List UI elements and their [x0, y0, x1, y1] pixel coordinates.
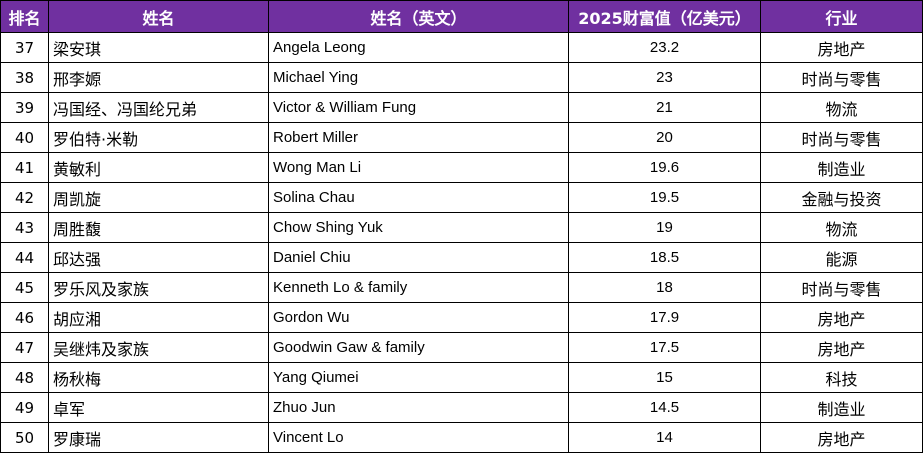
header-name-cn[interactable]: 姓名 [48, 0, 269, 33]
cell-rank[interactable]: 44 [0, 242, 49, 273]
cell-industry[interactable]: 房地产 [760, 422, 923, 453]
cell-name-en[interactable]: Yang Qiumei [268, 362, 569, 393]
cell-name-en[interactable]: Zhuo Jun [268, 392, 569, 423]
cell-industry[interactable]: 房地产 [760, 32, 923, 63]
table-row: 40 罗伯特·米勒 Robert Miller 20 时尚与零售 [0, 122, 923, 153]
cell-rank[interactable]: 42 [0, 182, 49, 213]
cell-industry[interactable]: 房地产 [760, 332, 923, 363]
cell-name-cn[interactable]: 罗康瑞 [48, 422, 269, 453]
table-row: 42 周凯旋 Solina Chau 19.5 金融与投资 [0, 182, 923, 213]
cell-industry[interactable]: 时尚与零售 [760, 272, 923, 303]
cell-name-en[interactable]: Chow Shing Yuk [268, 212, 569, 243]
cell-rank[interactable]: 38 [0, 62, 49, 93]
header-wealth[interactable]: 2025财富值（亿美元） [568, 0, 761, 33]
cell-wealth[interactable]: 15 [568, 362, 761, 393]
cell-wealth[interactable]: 18.5 [568, 242, 761, 273]
cell-name-cn[interactable]: 胡应湘 [48, 302, 269, 333]
table-row: 38 邢李嫄 Michael Ying 23 时尚与零售 [0, 62, 923, 93]
cell-name-en[interactable]: Kenneth Lo & family [268, 272, 569, 303]
cell-wealth[interactable]: 19.6 [568, 152, 761, 183]
table-row: 47 吴继炜及家族 Goodwin Gaw & family 17.5 房地产 [0, 332, 923, 363]
cell-industry[interactable]: 制造业 [760, 392, 923, 423]
cell-industry[interactable]: 物流 [760, 212, 923, 243]
cell-wealth[interactable]: 19 [568, 212, 761, 243]
cell-name-cn[interactable]: 邢李嫄 [48, 62, 269, 93]
table-row: 49 卓军 Zhuo Jun 14.5 制造业 [0, 392, 923, 423]
table-row: 50 罗康瑞 Vincent Lo 14 房地产 [0, 422, 923, 453]
cell-wealth[interactable]: 21 [568, 92, 761, 123]
cell-name-en[interactable]: Wong Man Li [268, 152, 569, 183]
cell-name-cn[interactable]: 冯国经、冯国纶兄弟 [48, 92, 269, 123]
table-row: 46 胡应湘 Gordon Wu 17.9 房地产 [0, 302, 923, 333]
cell-wealth[interactable]: 23 [568, 62, 761, 93]
cell-name-en[interactable]: Angela Leong [268, 32, 569, 63]
cell-wealth[interactable]: 14.5 [568, 392, 761, 423]
cell-wealth[interactable]: 18 [568, 272, 761, 303]
table-row: 41 黄敏利 Wong Man Li 19.6 制造业 [0, 152, 923, 183]
cell-rank[interactable]: 46 [0, 302, 49, 333]
cell-name-en[interactable]: Solina Chau [268, 182, 569, 213]
cell-name-cn[interactable]: 卓军 [48, 392, 269, 423]
header-name-en[interactable]: 姓名（英文） [268, 0, 569, 33]
cell-rank[interactable]: 39 [0, 92, 49, 123]
cell-industry[interactable]: 金融与投资 [760, 182, 923, 213]
cell-industry[interactable]: 能源 [760, 242, 923, 273]
cell-name-en[interactable]: Michael Ying [268, 62, 569, 93]
header-row: 排名 姓名 姓名（英文） 2025财富值（亿美元） 行业 [0, 0, 923, 33]
cell-name-cn[interactable]: 吴继炜及家族 [48, 332, 269, 363]
cell-name-cn[interactable]: 罗乐风及家族 [48, 272, 269, 303]
header-rank[interactable]: 排名 [0, 0, 49, 33]
table-row: 48 杨秋梅 Yang Qiumei 15 科技 [0, 362, 923, 393]
cell-wealth[interactable]: 19.5 [568, 182, 761, 213]
cell-wealth[interactable]: 14 [568, 422, 761, 453]
cell-name-en[interactable]: Robert Miller [268, 122, 569, 153]
table-row: 44 邱达强 Daniel Chiu 18.5 能源 [0, 242, 923, 273]
table-row: 39 冯国经、冯国纶兄弟 Victor & William Fung 21 物流 [0, 92, 923, 123]
cell-name-cn[interactable]: 梁安琪 [48, 32, 269, 63]
cell-name-cn[interactable]: 周凯旋 [48, 182, 269, 213]
cell-name-cn[interactable]: 邱达强 [48, 242, 269, 273]
cell-name-cn[interactable]: 周胜馥 [48, 212, 269, 243]
cell-wealth[interactable]: 17.5 [568, 332, 761, 363]
cell-rank[interactable]: 43 [0, 212, 49, 243]
cell-name-cn[interactable]: 黄敏利 [48, 152, 269, 183]
table-row: 43 周胜馥 Chow Shing Yuk 19 物流 [0, 212, 923, 243]
cell-industry[interactable]: 物流 [760, 92, 923, 123]
cell-wealth[interactable]: 23.2 [568, 32, 761, 63]
cell-name-cn[interactable]: 杨秋梅 [48, 362, 269, 393]
cell-rank[interactable]: 40 [0, 122, 49, 153]
cell-name-en[interactable]: Vincent Lo [268, 422, 569, 453]
table-row: 45 罗乐风及家族 Kenneth Lo & family 18 时尚与零售 [0, 272, 923, 303]
cell-name-en[interactable]: Gordon Wu [268, 302, 569, 333]
cell-rank[interactable]: 49 [0, 392, 49, 423]
header-industry[interactable]: 行业 [760, 0, 923, 33]
cell-name-cn[interactable]: 罗伯特·米勒 [48, 122, 269, 153]
cell-wealth[interactable]: 17.9 [568, 302, 761, 333]
cell-rank[interactable]: 48 [0, 362, 49, 393]
table-row: 37 梁安琪 Angela Leong 23.2 房地产 [0, 32, 923, 63]
cell-name-en[interactable]: Daniel Chiu [268, 242, 569, 273]
cell-rank[interactable]: 47 [0, 332, 49, 363]
cell-industry[interactable]: 制造业 [760, 152, 923, 183]
cell-rank[interactable]: 45 [0, 272, 49, 303]
cell-rank[interactable]: 50 [0, 422, 49, 453]
cell-industry[interactable]: 房地产 [760, 302, 923, 333]
cell-industry[interactable]: 科技 [760, 362, 923, 393]
cell-industry[interactable]: 时尚与零售 [760, 122, 923, 153]
cell-industry[interactable]: 时尚与零售 [760, 62, 923, 93]
cell-rank[interactable]: 41 [0, 152, 49, 183]
cell-rank[interactable]: 37 [0, 32, 49, 63]
cell-name-en[interactable]: Goodwin Gaw & family [268, 332, 569, 363]
cell-name-en[interactable]: Victor & William Fung [268, 92, 569, 123]
cell-wealth[interactable]: 20 [568, 122, 761, 153]
